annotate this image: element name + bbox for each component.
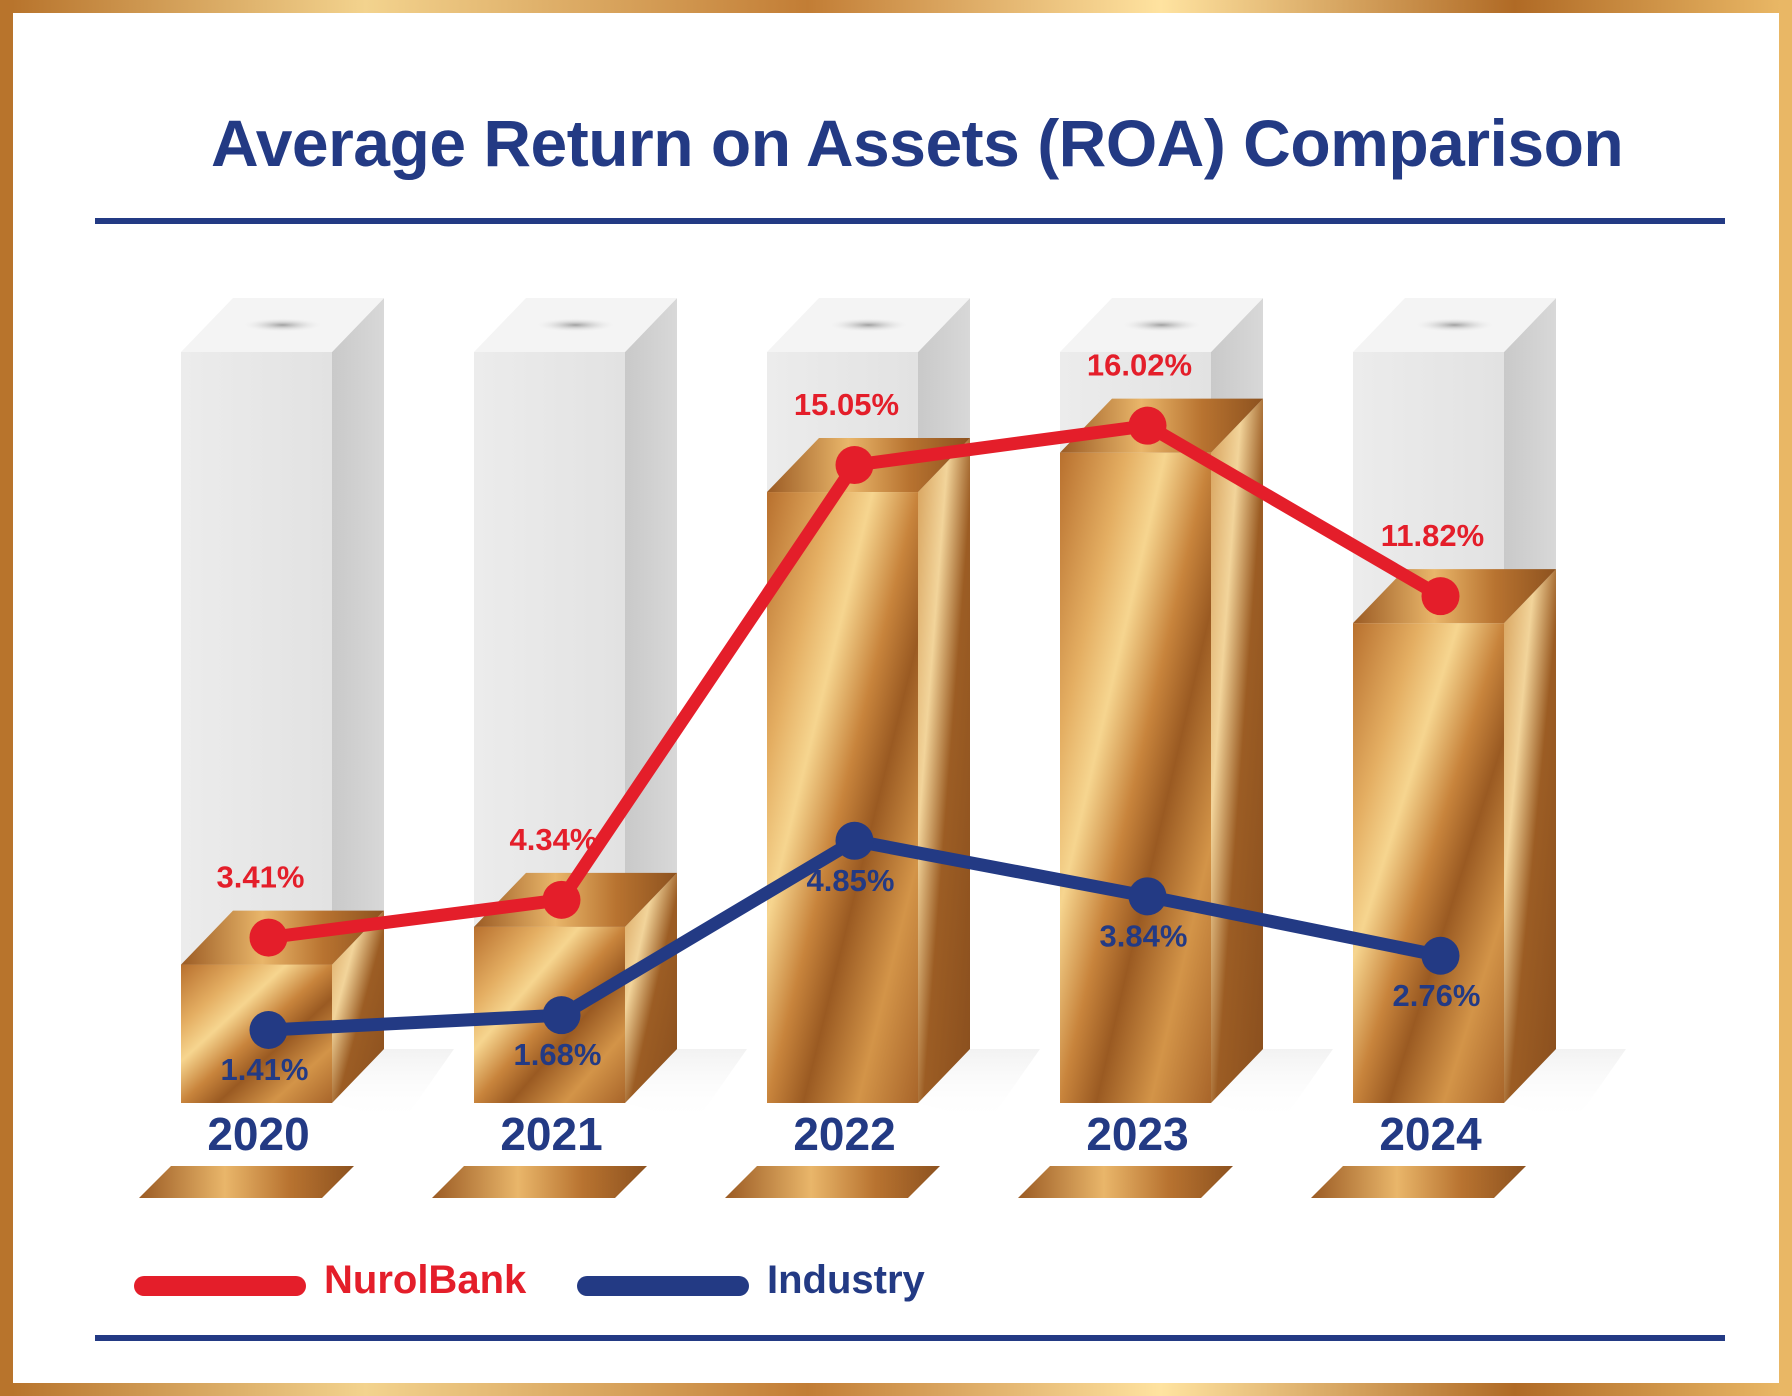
data-label-industry: 3.84% xyxy=(1100,918,1188,953)
x-tick-label: 2024 xyxy=(1379,1108,1482,1160)
bar-floor-tile xyxy=(139,1166,354,1198)
bar-placeholder-top-recess xyxy=(535,318,616,332)
data-label-nurolbank: 16.02% xyxy=(1087,348,1192,383)
point-industry-2021 xyxy=(542,996,581,1035)
bar-placeholder-top-recess xyxy=(828,318,909,332)
data-label-nurolbank: 3.41% xyxy=(217,860,305,895)
bar-floor-shadow xyxy=(1211,1049,1333,1123)
bar-placeholder-side xyxy=(332,298,384,1103)
point-industry-2020 xyxy=(249,1011,288,1049)
point-nurolbank-2021 xyxy=(542,880,581,919)
point-nurolbank-2020 xyxy=(249,918,288,957)
bar-group-2022 xyxy=(725,298,1040,1198)
bar-nurolbank-side xyxy=(332,910,384,1103)
x-tick-label: 2022 xyxy=(793,1108,895,1160)
top-divider xyxy=(95,218,1725,224)
x-tick-label: 2021 xyxy=(500,1108,602,1160)
bar-floor-tile xyxy=(1018,1166,1233,1198)
point-industry-2022 xyxy=(835,821,874,860)
bar-placeholder-top-recess xyxy=(1121,318,1202,332)
point-nurolbank-2023 xyxy=(1128,406,1167,445)
point-industry-2023 xyxy=(1128,877,1167,916)
legend-label-nurolbank: NurolBank xyxy=(324,1258,527,1302)
data-label-industry: 2.76% xyxy=(1393,978,1481,1013)
bar-placeholder-top-recess xyxy=(242,318,323,332)
point-nurolbank-2022 xyxy=(835,446,874,485)
bar-floor-shadow xyxy=(332,1049,454,1123)
data-label-nurolbank: 15.05% xyxy=(794,387,899,422)
bar-floor-tile xyxy=(432,1166,647,1198)
legend-swatch-nurolbank xyxy=(134,1276,306,1296)
bar-nurolbank-side xyxy=(1211,398,1263,1104)
bar-placeholder-top-recess xyxy=(1414,318,1495,332)
data-label-industry: 4.85% xyxy=(807,863,895,898)
data-label-industry: 1.68% xyxy=(514,1037,602,1072)
bar-group-2024 xyxy=(1311,298,1626,1198)
bar-floor-tile xyxy=(1311,1166,1526,1198)
bar-floor-shadow xyxy=(1504,1049,1626,1123)
legend: NurolBank Industry xyxy=(0,1250,1792,1320)
legend-label-industry: Industry xyxy=(767,1258,925,1302)
bottom-divider xyxy=(95,1335,1725,1341)
point-nurolbank-2024 xyxy=(1421,577,1460,616)
bar-floor-tile xyxy=(725,1166,940,1198)
bar-floor-shadow xyxy=(625,1049,747,1123)
bar-nurolbank xyxy=(1060,452,1211,1104)
data-label-nurolbank: 4.34% xyxy=(510,822,598,857)
lines-layer xyxy=(249,406,1460,1049)
bar-nurolbank-side xyxy=(625,872,677,1103)
point-industry-2024 xyxy=(1421,936,1460,975)
legend-swatch-industry xyxy=(577,1276,749,1296)
data-label-industry: 1.41% xyxy=(221,1052,309,1087)
bar-group-2020 xyxy=(139,298,454,1198)
bars-layer xyxy=(139,298,1626,1198)
x-tick-label: 2020 xyxy=(207,1108,309,1160)
bar-nurolbank xyxy=(767,492,918,1103)
labels-layer: 2020 2021 2022 2023 2024 3.41% 4.34% 15.05% 16.0… xyxy=(207,348,1484,1160)
bar-nurolbank-side xyxy=(918,438,970,1103)
chart-title: Average Return on Assets (ROA) Compariso… xyxy=(211,106,1624,180)
data-label-nurolbank: 11.82% xyxy=(1381,518,1484,553)
x-tick-label: 2023 xyxy=(1086,1108,1188,1160)
bar-floor-shadow xyxy=(918,1049,1040,1123)
bar-nurolbank-side xyxy=(1504,569,1556,1103)
bar-nurolbank xyxy=(1353,623,1504,1103)
